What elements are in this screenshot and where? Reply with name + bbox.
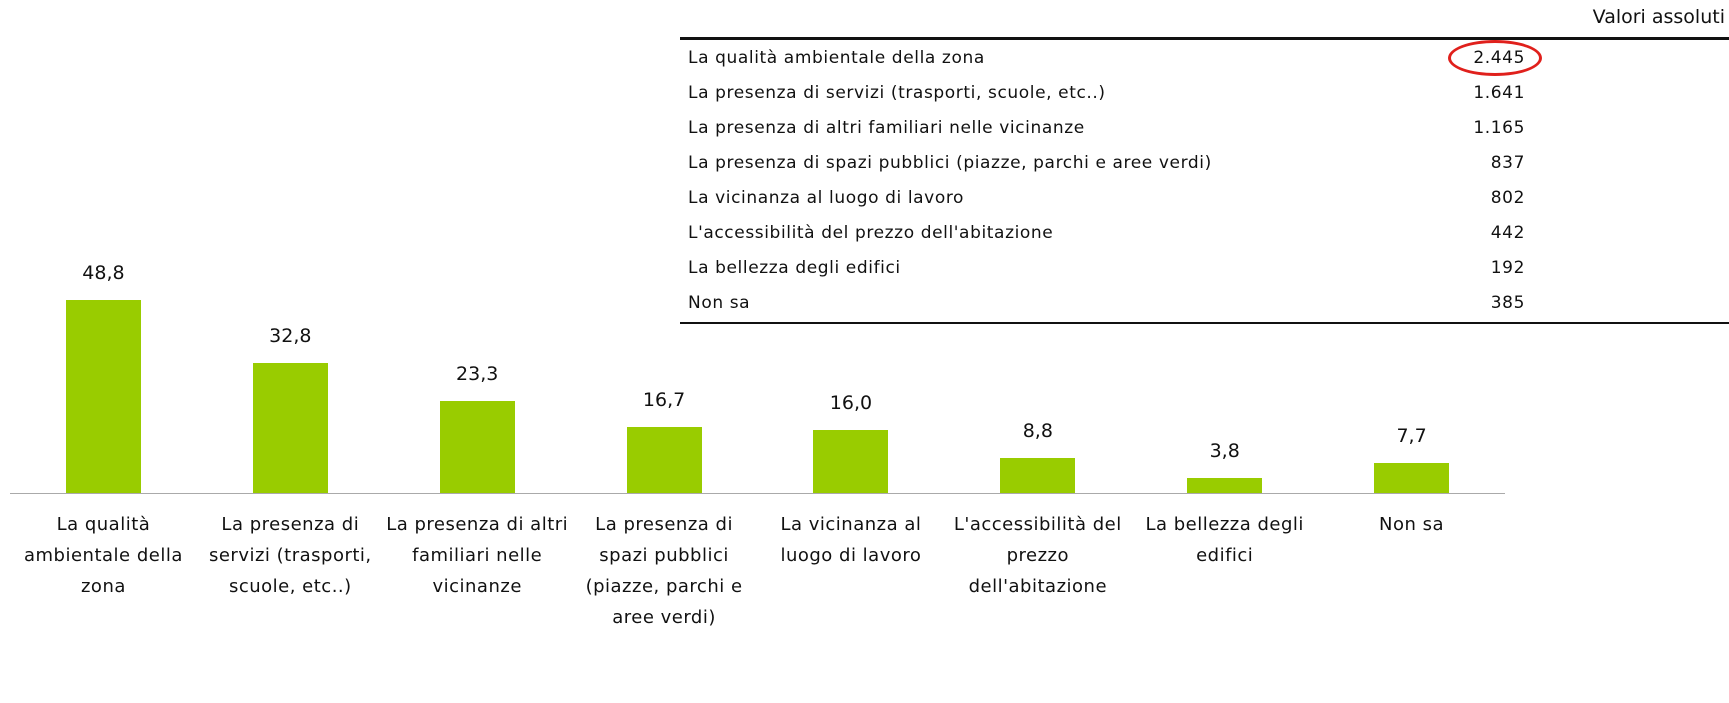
row-value: 837 <box>1490 152 1525 173</box>
table-row: La presenza di altri familiari nelle vic… <box>688 110 1525 145</box>
table-bottom-rule <box>680 322 1729 324</box>
baseline <box>10 493 1505 494</box>
bar <box>1187 477 1263 493</box>
value-label: 7,7 <box>1396 424 1427 447</box>
table-row: La bellezza degli edifici 192 <box>688 250 1525 285</box>
bar <box>65 300 141 493</box>
row-value: 2.445 <box>1473 47 1525 68</box>
value-label: 48,8 <box>82 262 125 285</box>
table-row: La vicinanza al luogo di lavoro 802 <box>688 180 1525 215</box>
row-value: 802 <box>1490 187 1525 208</box>
table-row: Non sa 385 <box>688 285 1525 320</box>
row-label: Non sa <box>688 292 751 313</box>
bar <box>813 429 889 493</box>
value-label: 16,0 <box>829 391 873 414</box>
value-label: 16,7 <box>642 389 686 412</box>
x-tick-label: Non sa <box>1379 514 1445 535</box>
row-value: 1.165 <box>1473 117 1525 138</box>
value-label: 23,3 <box>456 362 499 385</box>
row-value: 385 <box>1490 292 1525 313</box>
bar <box>1000 458 1076 493</box>
value-label: 3,8 <box>1209 439 1240 462</box>
highlight-ellipse <box>1448 40 1542 76</box>
value-label: 32,8 <box>269 325 312 348</box>
row-value: 442 <box>1490 222 1525 243</box>
row-value: 1.641 <box>1473 82 1525 103</box>
row-value: 192 <box>1490 257 1525 278</box>
table-row: La qualità ambientale della zona 2.445 <box>688 40 1525 75</box>
x-tick-label: La bellezza degli edifici <box>1145 514 1304 566</box>
x-tick-label: L'accessibilità del prezzo dell'abitazio… <box>953 514 1122 597</box>
table-row: L'accessibilità del prezzo dell'abitazio… <box>688 215 1525 250</box>
table-top-rule <box>680 37 1729 40</box>
row-label: L'accessibilità del prezzo dell'abitazio… <box>688 222 1054 243</box>
table-row: La presenza di spazi pubblici (piazze, p… <box>688 145 1525 180</box>
row-label: La presenza di spazi pubblici (piazze, p… <box>688 152 1212 173</box>
bar <box>439 400 515 493</box>
bar <box>1374 462 1450 493</box>
row-label: La vicinanza al luogo di lavoro <box>688 187 965 208</box>
bar <box>252 363 328 493</box>
x-tick-label: La vicinanza al luogo di lavoro <box>780 514 922 566</box>
x-tick-label: La presenza di altri familiari nelle vic… <box>386 514 569 597</box>
table-row: La presenza di servizi (trasporti, scuol… <box>688 75 1525 110</box>
bar <box>626 427 702 493</box>
table-header: Valori assoluti <box>1592 6 1725 28</box>
row-label: La qualità ambientale della zona <box>688 47 985 68</box>
value-label: 8,8 <box>1022 420 1053 443</box>
x-tick-label: La presenza di servizi (trasporti, scuol… <box>208 514 372 597</box>
row-label: La bellezza degli edifici <box>688 257 901 278</box>
row-label: La presenza di servizi (trasporti, scuol… <box>688 82 1106 103</box>
x-tick-label: La qualità ambientale della zona <box>23 514 183 597</box>
x-tick-label: La presenza di spazi pubblici (piazze, p… <box>585 514 743 628</box>
row-label: La presenza di altri familiari nelle vic… <box>688 117 1085 138</box>
